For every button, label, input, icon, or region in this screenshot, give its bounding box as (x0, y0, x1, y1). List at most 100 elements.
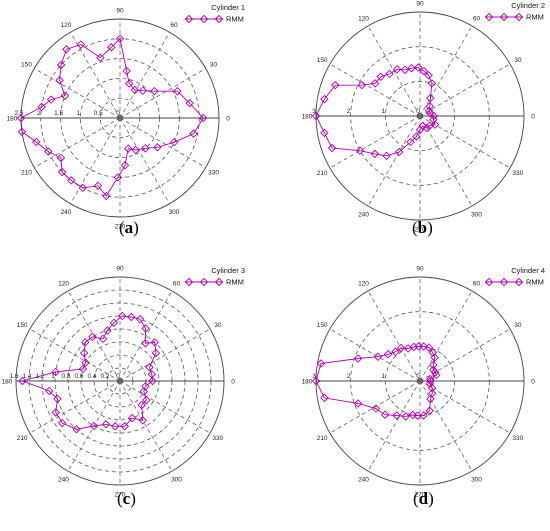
radial-tick-label: 1 (51, 373, 55, 380)
angle-tick-label: 30 (210, 62, 218, 69)
angle-tick-label: 210 (17, 435, 28, 442)
angle-tick-label: 180 (2, 379, 13, 386)
angle-tick-label: 270 (115, 224, 126, 231)
rmm-point (426, 394, 435, 404)
panel-label: (b) (412, 218, 433, 237)
legend-series-name: RMM (226, 15, 244, 24)
rmm-point (371, 404, 381, 413)
rmm-point (60, 91, 70, 100)
rmm-point (408, 410, 418, 420)
radial-tick-label: 1.6 (9, 373, 18, 380)
rmm-point (198, 113, 208, 123)
rmm-point (189, 129, 198, 138)
legend-marker (499, 12, 509, 22)
rmm-point (380, 410, 390, 419)
rmm-point (424, 71, 433, 80)
rmm-point (316, 359, 326, 368)
rmm-point (72, 425, 81, 434)
rmm-point (131, 145, 140, 155)
grid-spoke (367, 115, 421, 207)
rmm-point (353, 399, 363, 408)
radial-tick-label: 2.5 (14, 110, 23, 117)
legend-marker (199, 14, 209, 24)
angle-tick-label: 180 (7, 116, 18, 123)
rmm-point (53, 394, 62, 404)
angle-tick-label: 330 (512, 435, 523, 442)
rmm-point (18, 376, 27, 386)
rmm-point (46, 95, 56, 104)
rmm-point (385, 69, 394, 79)
rmm-point (150, 86, 159, 96)
legend-series-name: RMM (226, 278, 244, 287)
rmm-point (394, 147, 404, 157)
angle-tick-label: 240 (58, 476, 69, 483)
grid-spoke (419, 290, 473, 382)
center-marker (417, 113, 423, 119)
rmm-series-line (20, 37, 204, 197)
radial-tick-label: 2 (347, 373, 351, 380)
rmm-point (357, 80, 367, 90)
radial-tick-label: 1 (382, 373, 386, 380)
rmm-point (145, 363, 154, 372)
rmm-point (370, 79, 380, 88)
angle-tick-label: 120 (358, 16, 369, 23)
angle-tick-label: 120 (61, 22, 72, 29)
rmm-point (376, 72, 386, 82)
rmm-point (127, 312, 136, 322)
angle-tick-label: 330 (212, 435, 223, 442)
angle-tick-label: 90 (116, 266, 124, 273)
rmm-point (142, 395, 151, 405)
rmm-point (150, 338, 160, 347)
rmm-point (67, 176, 76, 185)
rmm-point (141, 339, 150, 348)
grid-spoke (70, 117, 121, 204)
rmm-point (62, 45, 71, 54)
grid-spoke (34, 68, 121, 119)
angle-tick-label: 210 (317, 170, 328, 177)
legend-marker (484, 277, 494, 287)
rmm-point (415, 125, 425, 135)
rmm-point (96, 53, 105, 62)
radial-tick-label: 2 (347, 108, 351, 115)
rmm-point (123, 144, 133, 153)
angle-tick-label: 210 (21, 170, 32, 177)
rmm-point (55, 75, 64, 85)
rmm-point (185, 98, 194, 108)
rmm-point (320, 128, 329, 138)
rmm-point (173, 86, 182, 96)
rmm-point (141, 144, 150, 153)
grid-spoke (34, 117, 121, 168)
grid-spoke (419, 380, 473, 472)
rmm-point (81, 358, 90, 367)
angle-tick-label: 90 (416, 266, 424, 273)
radial-tick-label: 0 (416, 373, 420, 380)
rmm-point (429, 360, 438, 370)
rmm-point (89, 421, 99, 431)
rmm-point (424, 106, 434, 116)
angle-tick-label: 270 (415, 492, 426, 499)
panel-label: (d) (413, 489, 434, 508)
rmm-point (311, 111, 321, 121)
radial-tick-label: 0.5 (94, 110, 103, 117)
rmm-point (311, 376, 321, 386)
grid-spoke (119, 380, 211, 434)
grid-spoke (329, 115, 421, 169)
grid-spoke (419, 63, 511, 117)
panel-label: (c) (117, 489, 136, 508)
rmm-point (331, 80, 340, 90)
angle-tick-label: 300 (171, 476, 182, 483)
rmm-point (320, 393, 329, 403)
angle-tick-label: 210 (317, 435, 328, 442)
legend-title: Cylinder 3 (211, 266, 245, 275)
rmm-point (130, 85, 140, 95)
rmm-point (432, 370, 441, 380)
rmm-point (88, 332, 97, 342)
angle-tick-label: 30 (514, 322, 522, 329)
rmm-point (392, 65, 402, 74)
rmm-point (425, 109, 435, 118)
rmm-point (392, 411, 401, 420)
radial-tick-label: 2 (37, 110, 41, 117)
polar-chart-4: 0 30 60 90 120 150 180 210 240 270 300 330 0 1 2 3 Cylin… (302, 266, 545, 499)
rmm-point (138, 86, 148, 95)
